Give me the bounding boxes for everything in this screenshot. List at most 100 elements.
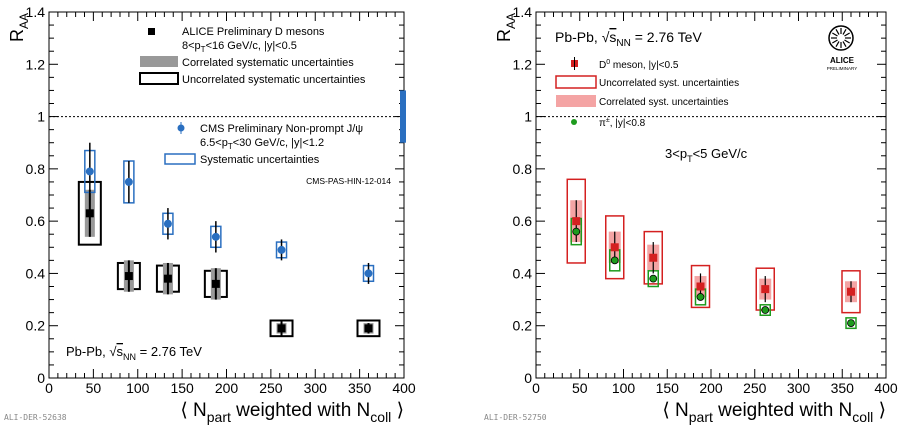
d0-data-point	[649, 253, 658, 262]
x-axis-label-part1: ⟨ N	[662, 400, 688, 421]
legend-corr-label: Correlated systematic uncertainties	[182, 57, 354, 69]
x-tick-label: 100	[126, 380, 150, 396]
legend-d0-label: D0 meson, |y|<0.5	[599, 59, 679, 71]
y-tick-label: 1.4	[26, 4, 46, 20]
y-tick-label: 0.4	[26, 265, 46, 281]
x-tick-label: 150	[656, 380, 680, 396]
alice-data-point	[364, 324, 373, 333]
pt-range-b: <5 GeV/c	[693, 146, 748, 161]
y-axis-label: RAA	[494, 13, 518, 42]
legend-uncorr-label: Uncorrelated syst. uncertainties	[599, 78, 739, 89]
x-tick-label: 300	[304, 380, 328, 396]
y-tick-label: 1.2	[26, 56, 46, 72]
y-axis-label-main: R	[7, 29, 27, 42]
legend-pion-marker	[571, 119, 577, 125]
y-tick-label: 0	[37, 370, 45, 386]
energy-value: = 2.76 TeV	[631, 29, 703, 45]
x-axis-label-part3: ⟩	[391, 400, 404, 421]
y-tick-label: 0.4	[513, 265, 533, 281]
pion-data-point	[761, 306, 770, 314]
system-label-a: Pb-Pb,	[66, 344, 109, 359]
pt-range-label: 3<pT<5 GeV/c	[665, 146, 748, 164]
system-label: Pb-Pb, √sNN = 2.76 TeV	[66, 344, 202, 362]
x-axis-label: ⟨ Npart weighted with Ncoll ⟩	[662, 400, 886, 425]
x-tick-label: 350	[348, 380, 372, 396]
alice-data-point	[85, 209, 94, 218]
pion-data-point	[649, 274, 658, 283]
x-axis-label-sub2: coll	[852, 409, 873, 425]
pion-data-point	[847, 319, 855, 328]
pion-data-point	[572, 227, 581, 236]
logo-spoke	[832, 39, 838, 44]
legend-pion-label: π±, |y|<0.8	[599, 117, 646, 129]
energy-sub: NN	[616, 38, 630, 49]
legend-cms-cut-b: <30 GeV/c, |y|<1.2	[233, 137, 324, 149]
d0-uncorr-box	[643, 230, 663, 285]
y-tick-label: 1.4	[513, 4, 533, 20]
pion-data-point	[696, 293, 705, 301]
panel-right: 0 50 100 150 200 250 300 350 400 0 0.2 0.4 0.6 0.8 1 1.…	[484, 4, 898, 425]
logo-spoke	[842, 29, 847, 35]
legend-alice-cut: 8<pT<16 GeV/c, |y|<0.5	[182, 40, 297, 54]
y-tick-label: 0.8	[26, 161, 46, 177]
logo-spoke	[835, 29, 840, 35]
pion-syst-box	[759, 304, 771, 317]
x-axis-label-part2: weighted with N	[713, 400, 852, 421]
cms-data-point	[364, 269, 373, 278]
figure-id-label: ALI-DER-52638	[4, 413, 67, 422]
logo-ring	[828, 25, 854, 51]
x-tick-label: 0	[45, 380, 53, 396]
legend-d0-sup: 0	[606, 59, 610, 66]
y-tick-label: 0.2	[513, 318, 533, 334]
cms-data-point	[211, 232, 220, 241]
cms-global-uncertainty-box	[400, 90, 406, 143]
x-tick-label: 250	[743, 380, 767, 396]
x-tick-label: 200	[215, 380, 239, 396]
x-tick-label: 400	[392, 380, 416, 396]
d0-data-point	[761, 285, 770, 294]
x-tick-label: 400	[874, 380, 898, 396]
legend-alice-cut-b: <16 GeV/c, |y|<0.5	[206, 40, 297, 52]
d0-uncorr-box	[841, 270, 861, 314]
legend-cms-cut-sub: T	[228, 142, 233, 151]
y-axis-label-main: R	[494, 29, 514, 42]
logo-text: ALICE	[830, 56, 855, 65]
logo-spoke	[844, 32, 850, 37]
legend-uncorr-swatch	[139, 72, 179, 85]
legend-corr-label: Correlated syst. uncertainties	[599, 97, 729, 108]
energy-s: s	[609, 29, 616, 45]
logo-spoke	[842, 41, 847, 47]
x-tick-label: 100	[612, 380, 636, 396]
legend-pion-sup: ±	[606, 117, 610, 124]
legend-uncorr-label: Uncorrelated systematic uncertainties	[182, 74, 366, 86]
y-tick-label: 0	[524, 370, 532, 386]
x-tick-label: 150	[170, 380, 194, 396]
logo-spoke	[835, 41, 840, 47]
d0-uncorr-box	[605, 215, 625, 280]
d0-data-point	[572, 217, 581, 226]
legend-corr-swatch	[556, 95, 596, 107]
energy-sub: NN	[123, 352, 136, 362]
legend-d0-b: meson, |y|<0.5	[610, 60, 679, 71]
x-tick-label: 50	[86, 380, 102, 396]
legend-alice-marker	[148, 28, 155, 35]
x-axis-label-part1: ⟨ N	[180, 400, 206, 421]
logo-spoke	[844, 39, 850, 44]
cms-data-point	[85, 167, 94, 176]
y-tick-label: 0.6	[513, 213, 533, 229]
d0-uncorr-box	[566, 178, 586, 264]
y-tick-label: 0.6	[26, 213, 46, 229]
legend-pion-b: , |y|<0.8	[610, 118, 646, 129]
x-axis-label-sub1: part	[689, 409, 713, 425]
figure-id-label: ALI-DER-52750	[484, 413, 547, 422]
legend-alice-cut-a: 8<p	[182, 40, 201, 52]
pion-syst-box	[845, 317, 857, 330]
y-tick-label: 1	[524, 109, 532, 125]
d0-data-point	[696, 282, 705, 291]
x-axis-label: ⟨ Npart weighted with Ncoll ⟩	[180, 400, 404, 425]
cms-data-point	[124, 177, 133, 186]
y-axis-label-sub: AA	[17, 13, 31, 29]
alice-data-point	[163, 274, 172, 283]
system-label-a: Pb-Pb,	[555, 29, 602, 45]
